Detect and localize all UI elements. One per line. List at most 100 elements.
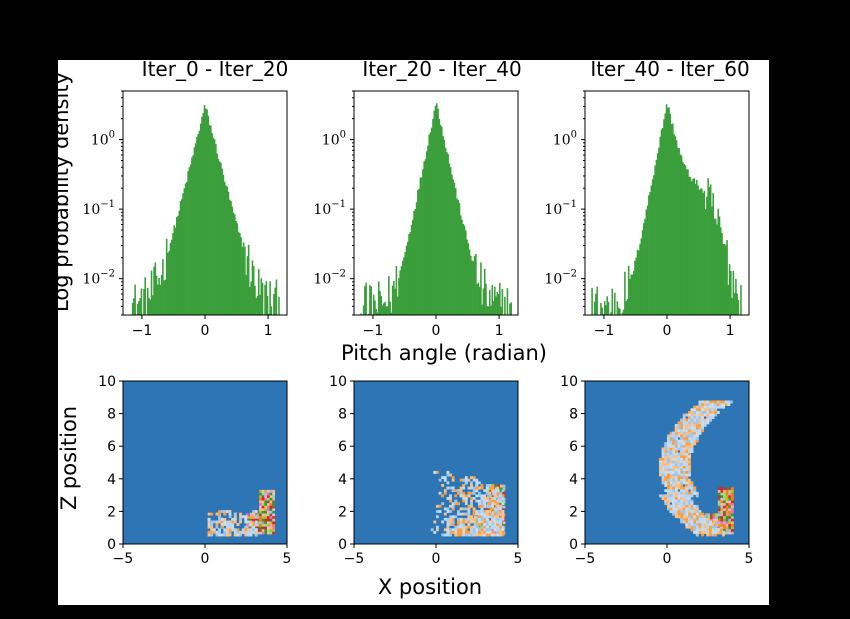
density-cell (701, 429, 704, 433)
hist-bar (504, 296, 506, 315)
density-cell (241, 515, 245, 519)
density-cell (207, 533, 211, 537)
density-ytick-label: 8 (338, 407, 347, 423)
density-cell (264, 508, 268, 511)
density-cell (715, 518, 719, 522)
hist-bar (186, 181, 188, 315)
density-cell (701, 410, 704, 414)
density-cell (449, 499, 452, 503)
density-cell (695, 439, 699, 443)
hist-bar (424, 159, 427, 315)
density-cell (454, 515, 458, 519)
density-cell (695, 504, 699, 508)
density-cell (725, 489, 729, 493)
density-cell (664, 463, 668, 466)
density-cell (728, 502, 732, 506)
density-cell (682, 437, 686, 440)
density-cell (264, 521, 268, 524)
density-cell (659, 463, 662, 466)
density-cell (441, 520, 445, 524)
density-cell (677, 476, 681, 479)
density-cell (672, 431, 676, 435)
density-cell (233, 530, 237, 534)
density-cell (218, 517, 221, 521)
density-cell (685, 457, 689, 461)
density-cell (677, 470, 681, 474)
density-cell (264, 510, 268, 514)
density-cell (241, 528, 245, 532)
density-ytick-label: 0 (107, 537, 116, 553)
density-cell (687, 523, 691, 526)
density-cell (717, 489, 721, 493)
density-cell (664, 450, 668, 453)
density-cell (708, 410, 712, 414)
hist-bar (228, 199, 231, 315)
density-cell (446, 481, 450, 485)
density-cell (269, 515, 273, 519)
density-cell (480, 499, 484, 503)
hist-bar (216, 153, 218, 315)
hist-bar (740, 285, 742, 315)
density-cell (496, 510, 500, 513)
density-cell (462, 530, 466, 534)
density-cell (685, 512, 689, 516)
hist-bar (703, 190, 706, 315)
density-cell (269, 497, 273, 501)
hist-bar (649, 191, 651, 315)
hist-bar (160, 274, 163, 315)
density-cell (672, 452, 676, 456)
density-cell (441, 533, 445, 537)
density-cell (677, 484, 681, 487)
density-cell (674, 426, 678, 430)
hist-bar (193, 147, 196, 315)
density-cell (701, 530, 704, 534)
density-cell (690, 486, 694, 490)
density-cell (470, 528, 473, 532)
density-cell (459, 494, 463, 498)
density-cell (698, 418, 702, 422)
hist-bar (727, 284, 730, 315)
density-cell (272, 502, 276, 506)
hist-bar (602, 313, 605, 315)
hist-bar (678, 148, 680, 315)
density-cell (682, 460, 686, 464)
density-cell (244, 533, 248, 537)
density-cell (672, 504, 676, 508)
density-cell (473, 515, 477, 519)
density-cell (687, 447, 691, 451)
density-cell (491, 507, 494, 511)
density-cell (701, 528, 704, 532)
density-cell (669, 455, 673, 459)
density-cell (708, 405, 712, 409)
hist-bar (409, 232, 412, 315)
density-cell (708, 416, 712, 420)
density-cell (249, 512, 253, 516)
density-cell (728, 521, 732, 524)
hist-bar (210, 125, 212, 315)
density-cell (498, 520, 502, 524)
density-cell (672, 447, 676, 451)
density-cell (472, 517, 476, 521)
density-cell (685, 491, 689, 495)
hist-bar (213, 139, 216, 315)
density-cell (475, 481, 479, 485)
density-cell (483, 528, 487, 532)
density-cell (704, 513, 708, 517)
density-cell (493, 515, 497, 519)
hist-bar (164, 279, 167, 315)
density-cell (459, 530, 463, 534)
hist-bar (721, 233, 723, 315)
density-cell (475, 523, 479, 526)
density-cell (674, 450, 678, 453)
density-cell (454, 528, 458, 532)
density-cell (690, 444, 694, 448)
density-cell (690, 510, 694, 513)
density-cell (223, 533, 227, 537)
density-cell (667, 450, 670, 453)
density-cell (728, 513, 732, 517)
density-cell (669, 434, 673, 438)
density-cell (685, 499, 689, 503)
density-cell (715, 515, 719, 519)
density-cell (730, 529, 734, 532)
hist-bar (509, 303, 511, 315)
